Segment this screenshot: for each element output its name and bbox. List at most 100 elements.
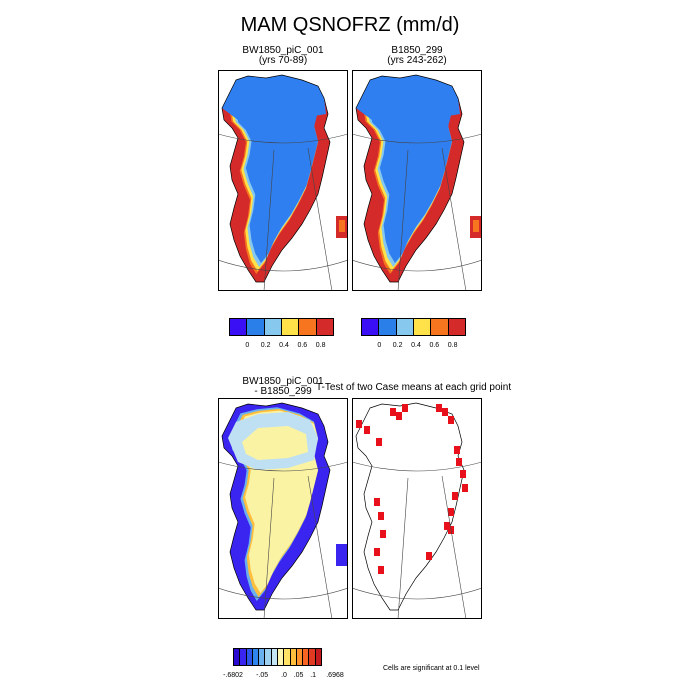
island-block bbox=[473, 220, 479, 232]
map-panel-diff bbox=[218, 398, 348, 619]
colorbar-tick-label: .05 bbox=[293, 672, 304, 679]
significant-cell bbox=[356, 420, 362, 428]
significant-cell bbox=[390, 408, 396, 416]
colorbar-tick-label: 0.4 bbox=[279, 342, 289, 349]
significant-cell bbox=[448, 416, 454, 424]
colorbar-tick-label: 0 bbox=[377, 342, 382, 349]
panel-title-case2: B1850_299 (yrs 243-262) bbox=[352, 46, 482, 66]
significance-note: Cells are significant at 0.1 level bbox=[383, 665, 480, 672]
latitude-line bbox=[352, 461, 482, 472]
colorbar-diff-ticks: -.6802 -.05 .0 .05 .1 .6968 bbox=[223, 672, 344, 682]
colorbar-tick-label: .6968 bbox=[326, 672, 344, 679]
colorbar-box bbox=[395, 318, 414, 336]
map-panel-case1 bbox=[218, 70, 348, 291]
colorbar-box bbox=[314, 648, 322, 666]
map-frame bbox=[352, 70, 482, 291]
significant-cell bbox=[436, 404, 442, 412]
significant-cells bbox=[356, 404, 468, 574]
colorbar-tick-label: -.6802 bbox=[223, 672, 243, 679]
north-fill bbox=[222, 75, 326, 122]
longitude-line bbox=[307, 147, 333, 291]
significant-cell bbox=[442, 408, 448, 416]
colorbar-case1-ticks: 0 0.2 0.4 0.6 0.8 bbox=[229, 342, 339, 352]
colorbar-tick-label: 0.2 bbox=[260, 342, 271, 349]
map-frame bbox=[218, 398, 348, 619]
colorbar-box bbox=[263, 318, 282, 336]
significant-cell bbox=[378, 566, 384, 574]
graticule bbox=[352, 461, 482, 619]
significant-cell bbox=[454, 446, 460, 454]
significant-cell bbox=[462, 484, 468, 492]
significant-cell bbox=[364, 426, 370, 434]
colorbar-box bbox=[280, 318, 300, 336]
colorbar-box bbox=[361, 318, 380, 336]
graticule bbox=[218, 461, 348, 619]
north-inner-fill bbox=[242, 426, 308, 460]
colorbar-tick-label: 0.8 bbox=[315, 342, 326, 349]
interior-fill bbox=[370, 82, 452, 263]
significant-cell bbox=[378, 512, 384, 520]
graticule bbox=[218, 133, 348, 291]
coastline bbox=[355, 402, 465, 611]
longitude-line bbox=[307, 475, 333, 619]
significant-cell bbox=[426, 552, 432, 560]
significant-cell bbox=[452, 492, 458, 500]
map-panel-case2 bbox=[352, 70, 482, 291]
significant-cell bbox=[380, 530, 386, 538]
colorbar-box bbox=[229, 318, 248, 336]
significant-cell bbox=[396, 412, 402, 420]
map-frame bbox=[218, 70, 348, 291]
longitude-line bbox=[263, 477, 275, 619]
colorbar-box bbox=[246, 318, 265, 336]
significant-cell bbox=[402, 404, 408, 412]
island-block bbox=[336, 544, 348, 566]
island-block bbox=[339, 220, 345, 232]
panel-title-diff-line2: - B1850_299 bbox=[254, 386, 312, 397]
colorbar-tick-label: -.05 bbox=[256, 672, 269, 679]
longitude-line bbox=[397, 477, 409, 619]
greenland-fill bbox=[222, 75, 330, 282]
longitude-line bbox=[441, 475, 467, 619]
latitude-line bbox=[352, 133, 482, 144]
colorbar-box bbox=[447, 318, 466, 336]
latitude-line bbox=[352, 587, 482, 600]
colorbar-tick-label: 0.6 bbox=[429, 342, 440, 349]
panel-title-diff-line1: BW1850_piC_001 bbox=[242, 376, 324, 387]
colorbar-tick-label: 0.8 bbox=[447, 342, 458, 349]
significant-cell bbox=[456, 458, 462, 466]
north-fill bbox=[356, 75, 460, 122]
coastline bbox=[355, 74, 465, 283]
panel-title-case1-line1: BW1850_piC_001 bbox=[242, 45, 324, 56]
colorbar-tick-label: 0.4 bbox=[411, 342, 421, 349]
latitude-line bbox=[352, 259, 482, 272]
significant-cell bbox=[444, 522, 450, 530]
colorbar-tick-label: 0.6 bbox=[297, 342, 308, 349]
colorbar-tick-label: 0.2 bbox=[392, 342, 403, 349]
coastline bbox=[221, 402, 331, 611]
latitude-line bbox=[218, 461, 348, 472]
colorbar-box bbox=[430, 318, 449, 336]
significant-cell bbox=[460, 470, 466, 478]
colorbar-tick-label: .1 bbox=[310, 672, 317, 679]
colorbar-box bbox=[378, 318, 397, 336]
longitude-line bbox=[441, 147, 467, 291]
longitude-line bbox=[397, 149, 409, 291]
greenland-fill bbox=[356, 75, 464, 282]
latitude-line bbox=[218, 259, 348, 272]
colorbar-tick-label: 0 bbox=[245, 342, 250, 349]
colorbar-case2-ticks: 0 0.2 0.4 0.6 0.8 bbox=[361, 342, 471, 352]
colorbar-tick-label: .0 bbox=[281, 672, 287, 679]
interior-fill bbox=[236, 82, 318, 263]
latitude-line bbox=[218, 587, 348, 600]
significant-cell bbox=[376, 438, 382, 446]
panel-title-case1: BW1850_piC_001 (yrs 70-89) bbox=[218, 46, 348, 66]
longitude-line bbox=[263, 149, 275, 291]
panel-title-case2-line2: (yrs 243-262) bbox=[387, 55, 447, 66]
colorbar-case2 bbox=[361, 318, 471, 336]
greenland-fill bbox=[222, 403, 330, 610]
colorbar-box bbox=[298, 318, 317, 336]
panel-title-ttest: T-Test of two Case means at each grid po… bbox=[316, 382, 512, 393]
panel-title-case2-line1: B1850_299 bbox=[391, 45, 443, 56]
map-panel-significance bbox=[352, 398, 482, 619]
significant-cell bbox=[448, 508, 454, 516]
